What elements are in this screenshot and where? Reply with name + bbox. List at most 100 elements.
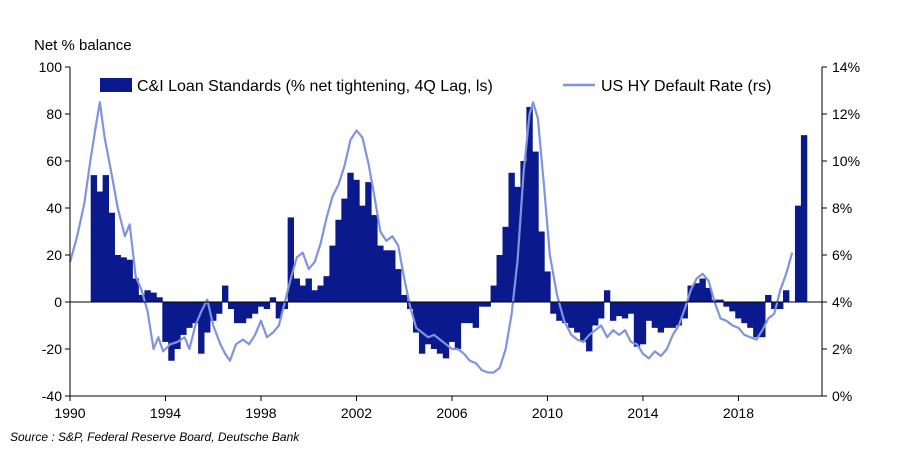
bar <box>424 302 432 345</box>
bar <box>478 302 485 307</box>
bar <box>96 191 104 302</box>
bar <box>747 302 754 328</box>
left-tick-label: 60 <box>46 153 62 169</box>
bar <box>705 287 712 302</box>
bar-series-layer <box>90 106 808 361</box>
bar <box>293 278 300 302</box>
bar <box>603 290 611 302</box>
bar <box>472 302 480 328</box>
bar <box>562 302 569 324</box>
bar <box>645 302 653 321</box>
x-tick-label: 2014 <box>627 405 658 421</box>
bar <box>532 151 539 302</box>
bar <box>651 302 659 328</box>
bar <box>460 302 468 324</box>
bar <box>138 294 145 302</box>
bar <box>257 302 265 307</box>
bar <box>412 302 420 333</box>
bar <box>335 219 342 302</box>
bar <box>204 302 211 333</box>
bar <box>639 302 647 345</box>
bar <box>329 245 336 302</box>
bar <box>544 271 551 302</box>
bar <box>663 302 671 328</box>
left-tick-label: 20 <box>46 247 62 263</box>
bar <box>245 302 253 319</box>
bar <box>102 175 109 302</box>
bar <box>771 302 778 310</box>
bar <box>186 302 193 328</box>
right-tick-label: 14% <box>832 59 860 75</box>
bar <box>592 302 599 326</box>
bar <box>442 302 450 359</box>
legend: C&I Loan Standards (% net tightening, 4Q… <box>100 78 771 95</box>
bar <box>759 302 766 338</box>
x-tick-label: 2002 <box>341 405 372 421</box>
right-tick-label: 4% <box>832 294 852 310</box>
bar <box>657 302 665 333</box>
legend-bar-label: C&I Loan Standards (% net tightening, 4Q… <box>137 78 493 95</box>
x-tick-label: 1994 <box>150 405 181 421</box>
bar <box>794 205 802 302</box>
bar <box>347 172 354 302</box>
bar <box>418 302 426 354</box>
bar <box>800 135 808 302</box>
left-tick-label: 40 <box>46 200 62 216</box>
bar <box>377 245 384 302</box>
bar <box>311 290 318 302</box>
source-note: Source : S&P, Federal Reserve Board, Deu… <box>10 430 300 444</box>
left-axis-title: Net % balance <box>34 37 132 54</box>
bar <box>753 302 760 338</box>
left-tick-label: -20 <box>42 341 62 357</box>
bar <box>669 302 676 328</box>
bar <box>693 283 700 302</box>
right-tick-label: 6% <box>832 247 852 263</box>
left-tick-label: 0 <box>54 294 62 310</box>
bar <box>120 257 127 302</box>
bar <box>269 297 277 302</box>
bar <box>520 161 527 302</box>
bar <box>568 302 575 328</box>
bar <box>490 285 497 302</box>
legend-bar-swatch <box>100 78 132 92</box>
right-tick-label: 0% <box>832 388 852 404</box>
bar <box>90 175 98 302</box>
x-tick-label: 2018 <box>723 405 754 421</box>
bar <box>216 302 223 314</box>
bar <box>454 302 462 349</box>
bar <box>389 250 396 302</box>
bar <box>341 198 348 302</box>
bar <box>239 302 247 324</box>
bar <box>777 302 784 310</box>
bar <box>735 302 742 319</box>
bar <box>401 294 408 302</box>
right-tick-label: 12% <box>832 106 860 122</box>
bar <box>198 302 205 354</box>
bar <box>502 226 509 302</box>
x-tick-label: 1990 <box>54 405 85 421</box>
bar <box>484 302 491 307</box>
bar <box>783 290 790 302</box>
bar <box>287 217 295 302</box>
bar <box>717 299 724 302</box>
bar <box>550 302 557 314</box>
bar <box>233 302 241 324</box>
bar <box>263 302 271 310</box>
bar <box>597 302 605 319</box>
bar <box>132 278 139 302</box>
bar <box>448 302 456 342</box>
bar <box>383 250 390 302</box>
right-tick-label: 8% <box>832 200 852 216</box>
bar <box>317 285 324 302</box>
x-tick-label: 2010 <box>532 405 563 421</box>
left-tick-label: -40 <box>42 388 62 404</box>
bar <box>156 297 163 302</box>
bar <box>496 255 503 302</box>
bar <box>210 302 217 321</box>
bar <box>633 302 641 347</box>
bar <box>526 106 533 302</box>
bar <box>353 179 360 302</box>
right-tick-label: 10% <box>832 153 860 169</box>
bar <box>729 302 736 312</box>
bar <box>621 302 629 319</box>
